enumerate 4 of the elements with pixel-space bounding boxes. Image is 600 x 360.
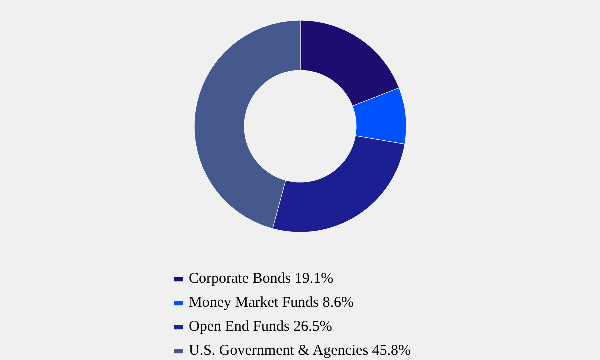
legend-label: U.S. Government & Agencies 45.8% [189,342,412,360]
legend-label: Open End Funds 26.5% [189,318,332,336]
legend-label: Money Market Funds 8.6% [189,294,354,312]
legend-label: Corporate Bonds 19.1% [189,270,334,288]
